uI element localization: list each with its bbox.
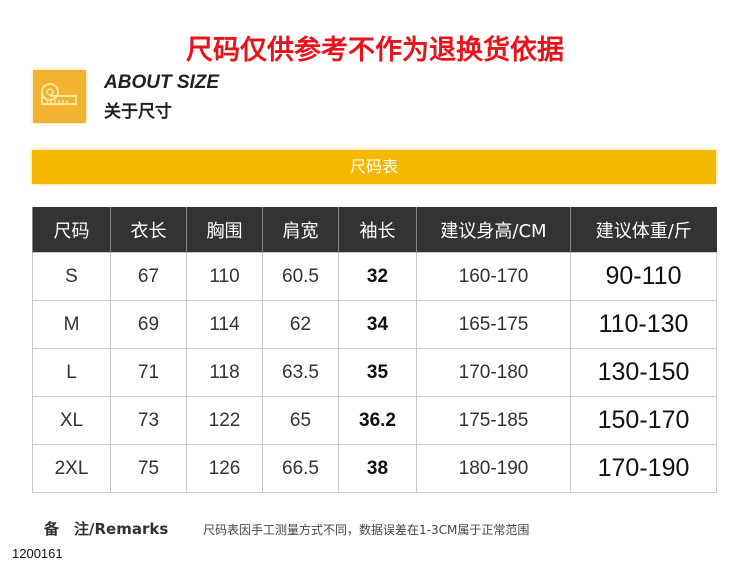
column-header: 袖长 <box>338 207 417 253</box>
table-cell: XL <box>32 396 111 445</box>
table-cell: 63.5 <box>262 348 339 397</box>
about-size-heading: ABOUT SIZE <box>104 72 220 93</box>
table-cell: 65 <box>262 396 339 445</box>
table-header-row: 尺码 衣长 胸围 肩宽 袖长 建议身高/CM 建议体重/斤 <box>32 207 717 253</box>
table-cell: L <box>32 348 111 397</box>
table-cell: S <box>32 252 111 301</box>
table-cell: 71 <box>110 348 187 397</box>
remarks-label: 备 注/Remarks <box>44 520 169 538</box>
size-table: 尺码 衣长 胸围 肩宽 袖长 建议身高/CM 建议体重/斤 S 67 110 60.5 32 160-… <box>32 207 717 493</box>
table-cell: 175-185 <box>416 396 571 445</box>
column-header: 建议体重/斤 <box>570 207 717 253</box>
table-cell: M <box>32 300 111 349</box>
table-cell: 67 <box>110 252 187 301</box>
column-header: 尺码 <box>32 207 111 253</box>
table-cell: 60.5 <box>262 252 339 301</box>
table-cell: 170-190 <box>570 444 717 493</box>
table-cell: 38 <box>338 444 417 493</box>
column-header: 肩宽 <box>262 207 339 253</box>
table-row: 2XL 75 126 66.5 38 180-190 170-190 <box>32 444 717 493</box>
size-chart-banner: 尺码表 <box>32 150 716 184</box>
table-row: S 67 110 60.5 32 160-170 90-110 <box>32 252 717 301</box>
table-row: L 71 118 63.5 35 170-180 130-150 <box>32 348 717 397</box>
table-cell: 114 <box>186 300 263 349</box>
page-title: 尺码仅供参考不作为退换货依据 <box>186 35 564 66</box>
table-cell: 110-130 <box>570 300 717 349</box>
table-cell: 130-150 <box>570 348 717 397</box>
table-cell: 180-190 <box>416 444 571 493</box>
product-code: 1200161 <box>12 546 63 561</box>
about-size-subheading: 关于尺寸 <box>104 102 172 122</box>
column-header: 建议身高/CM <box>416 207 571 253</box>
column-header: 胸围 <box>186 207 263 253</box>
table-cell: 69 <box>110 300 187 349</box>
table-row: XL 73 122 65 36.2 175-185 150-170 <box>32 396 717 445</box>
table-cell: 73 <box>110 396 187 445</box>
table-cell: 126 <box>186 444 263 493</box>
table-cell: 122 <box>186 396 263 445</box>
table-cell: 165-175 <box>416 300 571 349</box>
table-row: M 69 114 62 34 165-175 110-130 <box>32 300 717 349</box>
table-cell: 62 <box>262 300 339 349</box>
table-cell: 32 <box>338 252 417 301</box>
remarks-text: 尺码表因手工测量方式不同，数据误差在1-3CM属于正常范围 <box>203 523 530 537</box>
tape-measure-icon <box>33 70 86 123</box>
table-cell: 36.2 <box>338 396 417 445</box>
table-cell: 2XL <box>32 444 111 493</box>
column-header: 衣长 <box>110 207 187 253</box>
table-cell: 160-170 <box>416 252 571 301</box>
table-cell: 170-180 <box>416 348 571 397</box>
table-cell: 66.5 <box>262 444 339 493</box>
table-cell: 35 <box>338 348 417 397</box>
table-cell: 34 <box>338 300 417 349</box>
table-cell: 110 <box>186 252 263 301</box>
table-cell: 90-110 <box>570 252 717 301</box>
table-cell: 118 <box>186 348 263 397</box>
table-cell: 150-170 <box>570 396 717 445</box>
table-cell: 75 <box>110 444 187 493</box>
